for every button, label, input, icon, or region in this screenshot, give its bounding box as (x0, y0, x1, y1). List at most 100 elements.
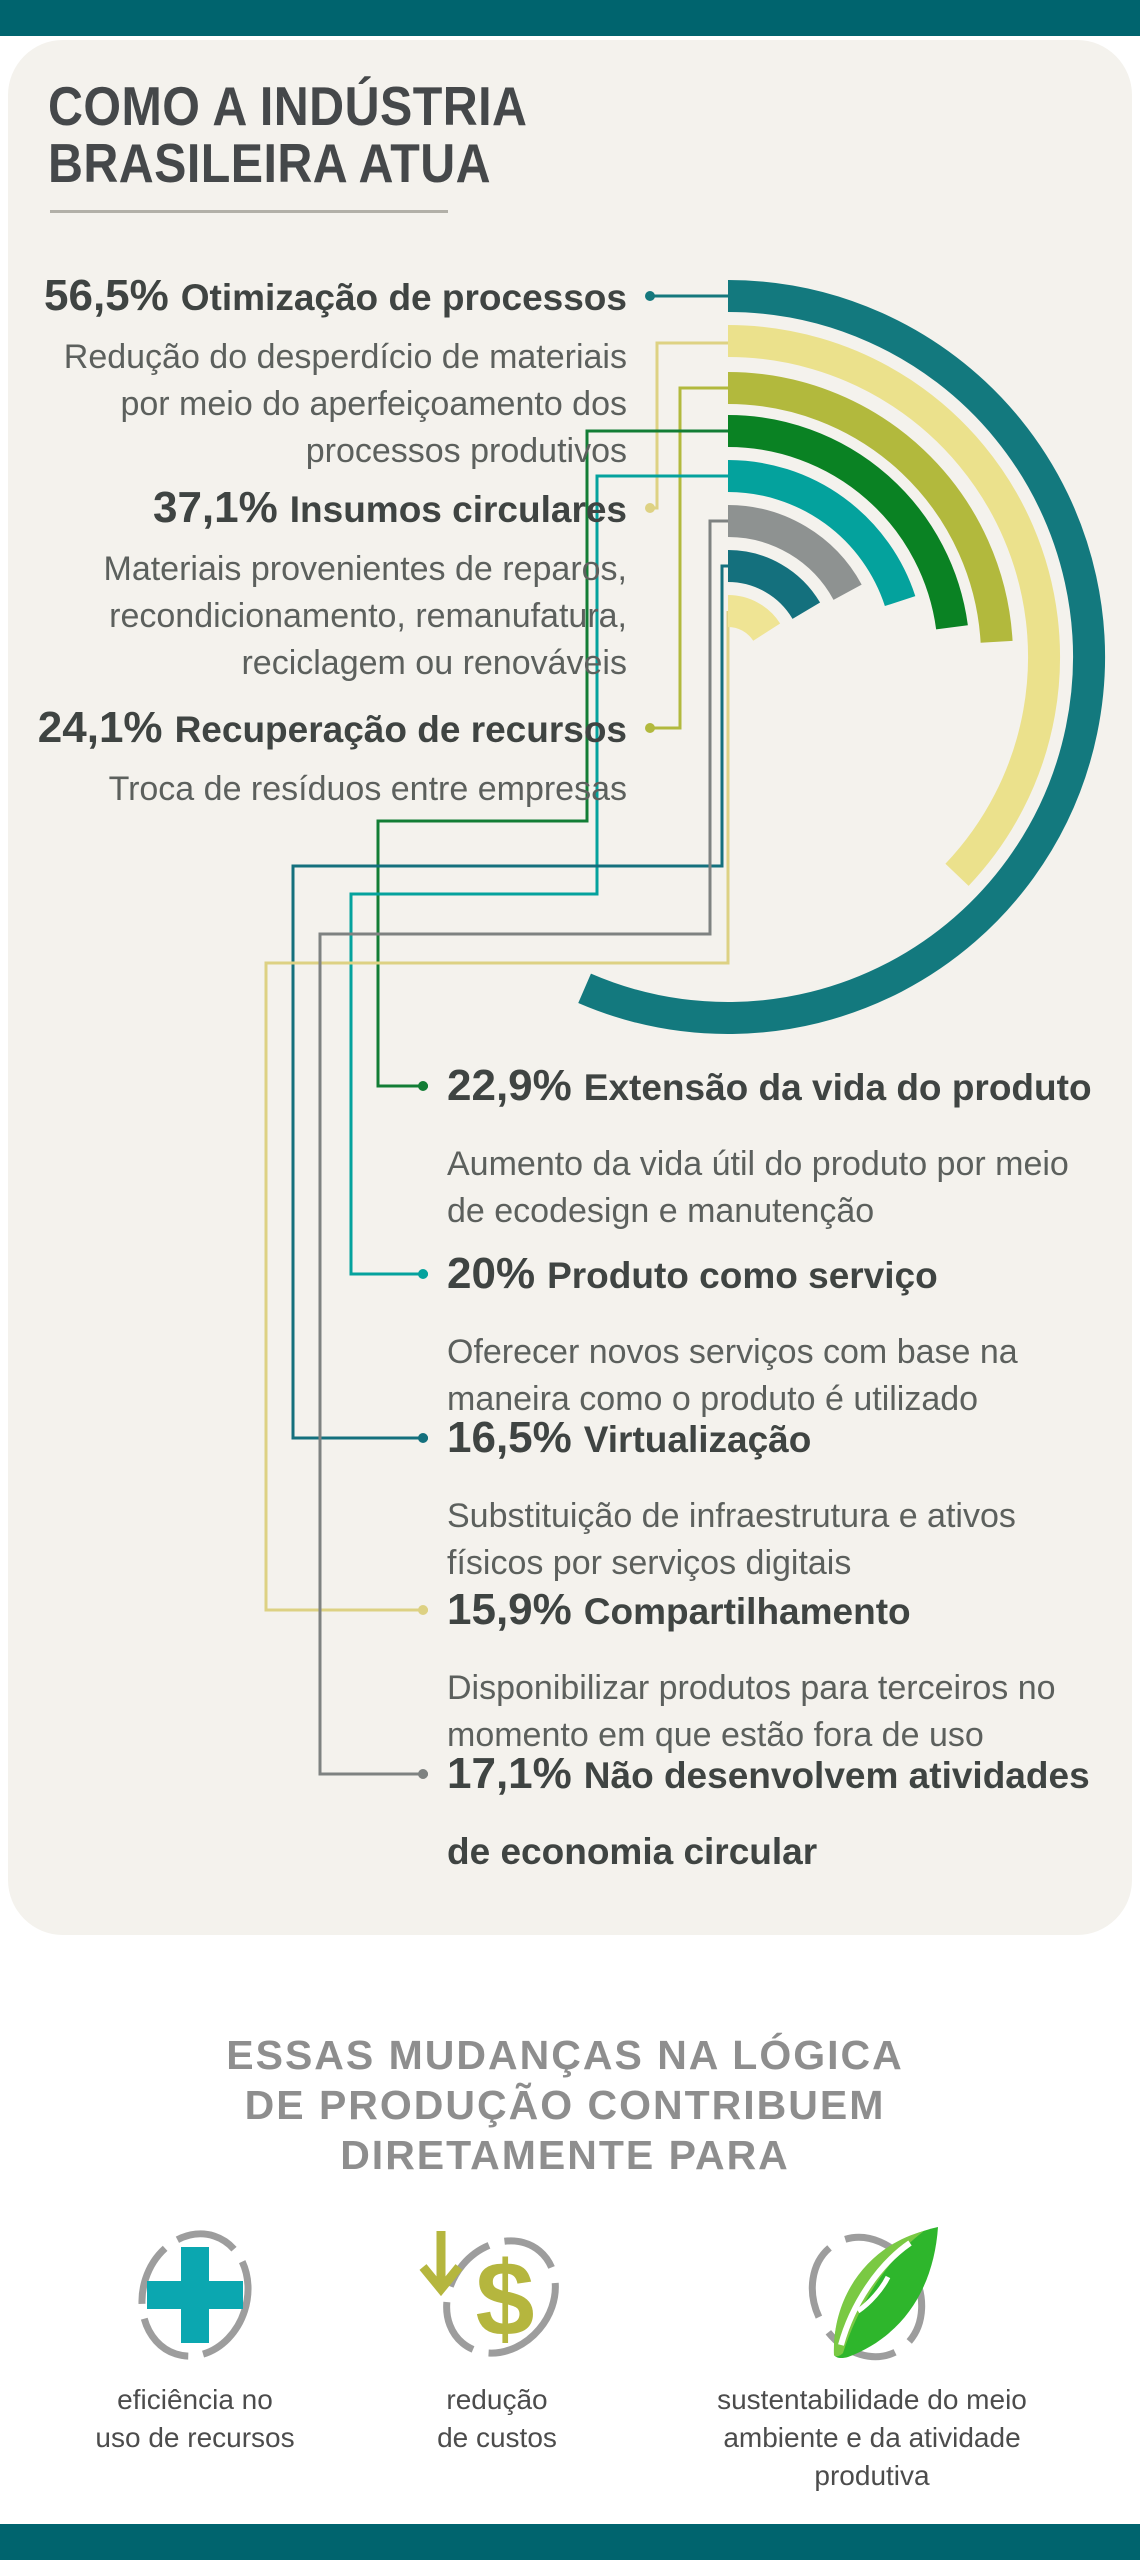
connector-line-5 (349, 474, 730, 1276)
chart-label-6: 16,5% Virtualização Substituição de infrae… (447, 1410, 1016, 1587)
label-percent: 17,1% (447, 1749, 572, 1798)
label-description: Materiais provenientes de reparos, recond… (104, 546, 628, 687)
label-description: Redução do desperdício de materiais por m… (44, 334, 627, 475)
label-percent: 56,5% (44, 271, 169, 320)
connector-dot-6 (418, 1433, 428, 1443)
connector-dot-7 (418, 1605, 428, 1615)
label-heading: 17,1% Não desenvolvem atividades (447, 1746, 1090, 1812)
cost-reduction-dollar-icon: $ (419, 2231, 559, 2358)
label-heading: 56,5% Otimização de processos (44, 268, 627, 334)
chart-label-7: 15,9% Compartilhamento Disponibilizar prod… (447, 1582, 1056, 1759)
arc-5-20pct (727, 460, 916, 607)
benefit-caption-line: produtiva (814, 2460, 930, 2491)
connector-line-4 (376, 429, 730, 1088)
connector-dot-5 (418, 1269, 428, 1279)
label-description-line: Troca de resíduos entre empresas (108, 770, 627, 808)
label-name: Compartilhamento (583, 1591, 911, 1632)
label-description-line: processos produtivos (305, 432, 627, 470)
arc-6-16.5pct (727, 550, 821, 620)
label-description-line: momento em que estão fora de uso (447, 1716, 984, 1754)
benefit-caption: sustentabilidade do meio ambiente e da at… (672, 2381, 1072, 2495)
arc-3-24.1pct (727, 372, 1013, 643)
benefit-cost-reduction: $ redução de custos (347, 2225, 647, 2457)
bottom-accent-bar (0, 2524, 1140, 2560)
label-name: Produto como serviço (547, 1255, 938, 1296)
label-description-line: Materiais provenientes de reparos, (103, 550, 628, 588)
label-description: Troca de resíduos entre empresas (38, 766, 627, 813)
benefit-resource-efficiency: eficiência no uso de recursos (45, 2225, 345, 2457)
arc-1-56.5pct (578, 280, 1105, 1034)
label-description-line: Disponibilizar produtos para terceiros n… (447, 1669, 1056, 1707)
cta-heading-line1: ESSAS MUDANÇAS NA LÓGICA (226, 2032, 904, 2078)
label-description-line: de ecodesign e manutenção (447, 1192, 875, 1230)
label-description-line: físicos por serviços digitais (447, 1544, 852, 1582)
label-percent: 22,9% (447, 1061, 572, 1110)
label-description: Aumento da vida útil do produto por meio… (447, 1141, 1092, 1235)
label-name: Não desenvolvem atividades (583, 1755, 1090, 1796)
label-description: Oferecer novos serviços com base na manei… (447, 1329, 1018, 1423)
connector-dot-3 (645, 723, 655, 733)
label-name: Otimização de processos (180, 277, 627, 318)
connector-dot-4 (418, 1081, 428, 1091)
label-heading: 20% Produto como serviço (447, 1246, 1018, 1312)
connector-dot-1 (645, 291, 655, 301)
label-description-line: Substituição de infraestrutura e ativos (447, 1497, 1016, 1535)
label-percent: 16,5% (447, 1413, 572, 1462)
plus-circle-icon (138, 2230, 252, 2360)
chart-label-1: 56,5% Otimização de processos Redução do d… (44, 268, 627, 475)
connector-dot-8 (418, 1769, 428, 1779)
label-heading: 22,9% Extensão da vida do produto (447, 1058, 1092, 1124)
arc-8-17.1pct (727, 505, 862, 601)
chart-label-5: 20% Produto como serviço Oferecer novos se… (447, 1246, 1018, 1423)
label-percent: 15,9% (447, 1585, 572, 1634)
benefit-caption-line: de custos (437, 2422, 557, 2453)
connector-line-2 (650, 341, 730, 510)
sustainability-leaf-icon (808, 2227, 938, 2361)
label-description-line: maneira como o produto é utilizado (447, 1380, 979, 1418)
label-heading: 24,1% Recuperação de recursos (38, 700, 627, 766)
label-heading: 37,1% Insumos circulares (104, 480, 627, 546)
svg-text:$: $ (476, 2240, 535, 2358)
chart-label-8: 17,1% Não desenvolvem atividades de econom… (447, 1746, 1090, 1880)
label-description: Substituição de infraestrutura e ativos f… (447, 1493, 1016, 1587)
benefit-caption: redução de custos (347, 2381, 647, 2457)
cta-heading-line3: DIRETAMENTE PARA (340, 2132, 790, 2178)
label-name: Extensão da vida do produto (583, 1067, 1092, 1108)
page-title: COMO A INDÚSTRIA BRASILEIRA ATUA (48, 78, 527, 192)
label-name: Recuperação de recursos (174, 709, 627, 750)
label-description-line: por meio do aperfeiçoamento dos (120, 385, 627, 423)
benefit-caption-line: eficiência no (117, 2384, 273, 2415)
top-accent-bar (0, 0, 1140, 36)
benefit-caption-line: ambiente e da atividade (723, 2422, 1021, 2453)
label-heading: 16,5% Virtualização (447, 1410, 1016, 1476)
chart-label-3: 24,1% Recuperação de recursos Troca de res… (38, 700, 627, 813)
benefit-caption-line: redução (446, 2384, 548, 2415)
title-underline (50, 210, 448, 213)
label-percent: 20% (447, 1249, 536, 1298)
label-description-line: reciclagem ou renováveis (241, 644, 627, 682)
arc-4-22.9pct (727, 415, 968, 630)
label-description-line: Redução do desperdício de materiais (63, 338, 627, 376)
label-percent: 37,1% (152, 483, 278, 532)
label-heading: 15,9% Compartilhamento (447, 1582, 1056, 1648)
connector-line-3 (650, 386, 730, 730)
chart-label-4: 22,9% Extensão da vida do produto Aumento … (447, 1058, 1092, 1235)
connector-line-8 (318, 519, 728, 1776)
connector-dot-2 (645, 503, 655, 513)
benefit-sustainability: sustentabilidade do meio ambiente e da at… (672, 2225, 1072, 2495)
label-description-line: Aumento da vida útil do produto por meio (447, 1145, 1069, 1183)
benefit-caption-line: sustentabilidade do meio (717, 2384, 1027, 2415)
cta-heading: ESSAS MUDANÇAS NA LÓGICA DE PRODUÇÃO CON… (0, 2030, 1130, 2180)
label-description-line: recondicionamento, remanufatura, (109, 597, 627, 635)
label-percent: 24,1% (37, 703, 163, 752)
page-title-line1: COMO A INDÚSTRIA (48, 75, 528, 137)
label-description-line: Oferecer novos serviços com base na (447, 1333, 1018, 1371)
label-name: Insumos circulares (289, 489, 627, 530)
benefit-caption: eficiência no uso de recursos (45, 2381, 345, 2457)
benefit-caption-line: uso de recursos (95, 2422, 295, 2453)
cta-heading-line2: DE PRODUÇÃO CONTRIBUEM (244, 2082, 886, 2128)
arc-2-37.1pct (727, 325, 1061, 886)
connector-line-6 (291, 564, 728, 1440)
label-description: Disponibilizar produtos para terceiros n… (447, 1665, 1056, 1759)
